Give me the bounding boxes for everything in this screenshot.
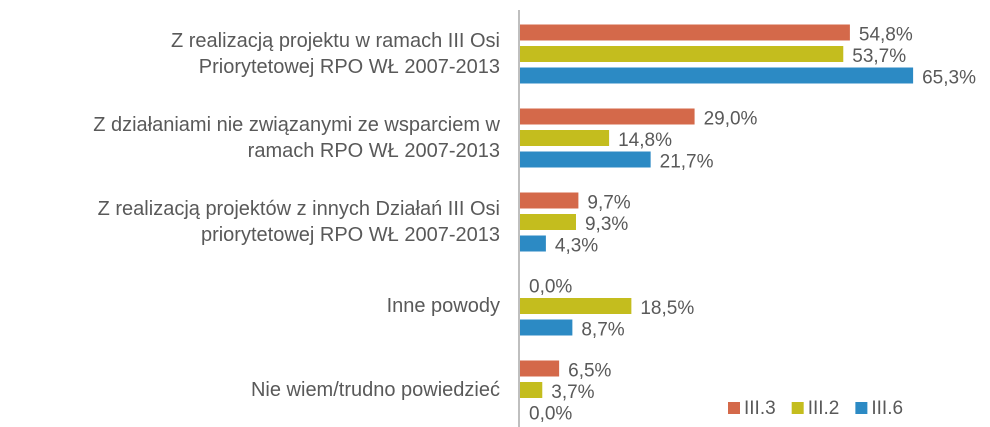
value-label: 18,5% xyxy=(640,298,694,319)
category-label: Z realizacją projektów z innych Działań … xyxy=(97,198,500,246)
legend-swatch xyxy=(728,402,740,414)
legend-swatch xyxy=(855,402,868,414)
value-label: 21,7% xyxy=(660,152,714,173)
bar xyxy=(520,24,850,41)
value-label: 9,7% xyxy=(587,193,630,214)
bar xyxy=(520,130,610,146)
value-label: 54,8% xyxy=(859,25,913,46)
value-label: 6,5% xyxy=(568,361,611,382)
bar xyxy=(520,214,576,230)
legend-swatch xyxy=(791,402,804,414)
category-label: Z realizacją projektu w ramach III Osi P… xyxy=(171,30,500,78)
category-label: Z działaniami nie związanymi ze wsparcie… xyxy=(93,114,500,162)
value-label: 8,7% xyxy=(581,320,624,341)
value-label: 65,3% xyxy=(922,68,976,89)
category-label: Inne powody xyxy=(386,295,500,317)
legend-label: III.6 xyxy=(871,398,903,419)
legend-label: III.2 xyxy=(808,398,840,419)
value-label: 9,3% xyxy=(585,214,628,235)
value-label: 14,8% xyxy=(618,130,672,151)
value-label: 0,0% xyxy=(529,277,572,298)
bar xyxy=(520,46,844,62)
category-label: Nie wiem/trudno powiedzieć xyxy=(250,379,500,401)
bar xyxy=(520,108,695,125)
bar xyxy=(520,319,573,336)
bar xyxy=(520,235,546,252)
bar xyxy=(520,67,914,84)
value-label: 4,3% xyxy=(555,236,598,257)
bar xyxy=(520,298,632,314)
bar xyxy=(520,192,579,209)
legend-label: III.3 xyxy=(744,398,776,419)
value-label: 53,7% xyxy=(852,46,906,67)
bar xyxy=(520,382,543,398)
value-label: 0,0% xyxy=(529,404,572,425)
bar xyxy=(520,360,560,377)
value-label: 3,7% xyxy=(551,382,594,403)
value-label: 29,0% xyxy=(704,109,758,130)
bar xyxy=(520,151,651,168)
